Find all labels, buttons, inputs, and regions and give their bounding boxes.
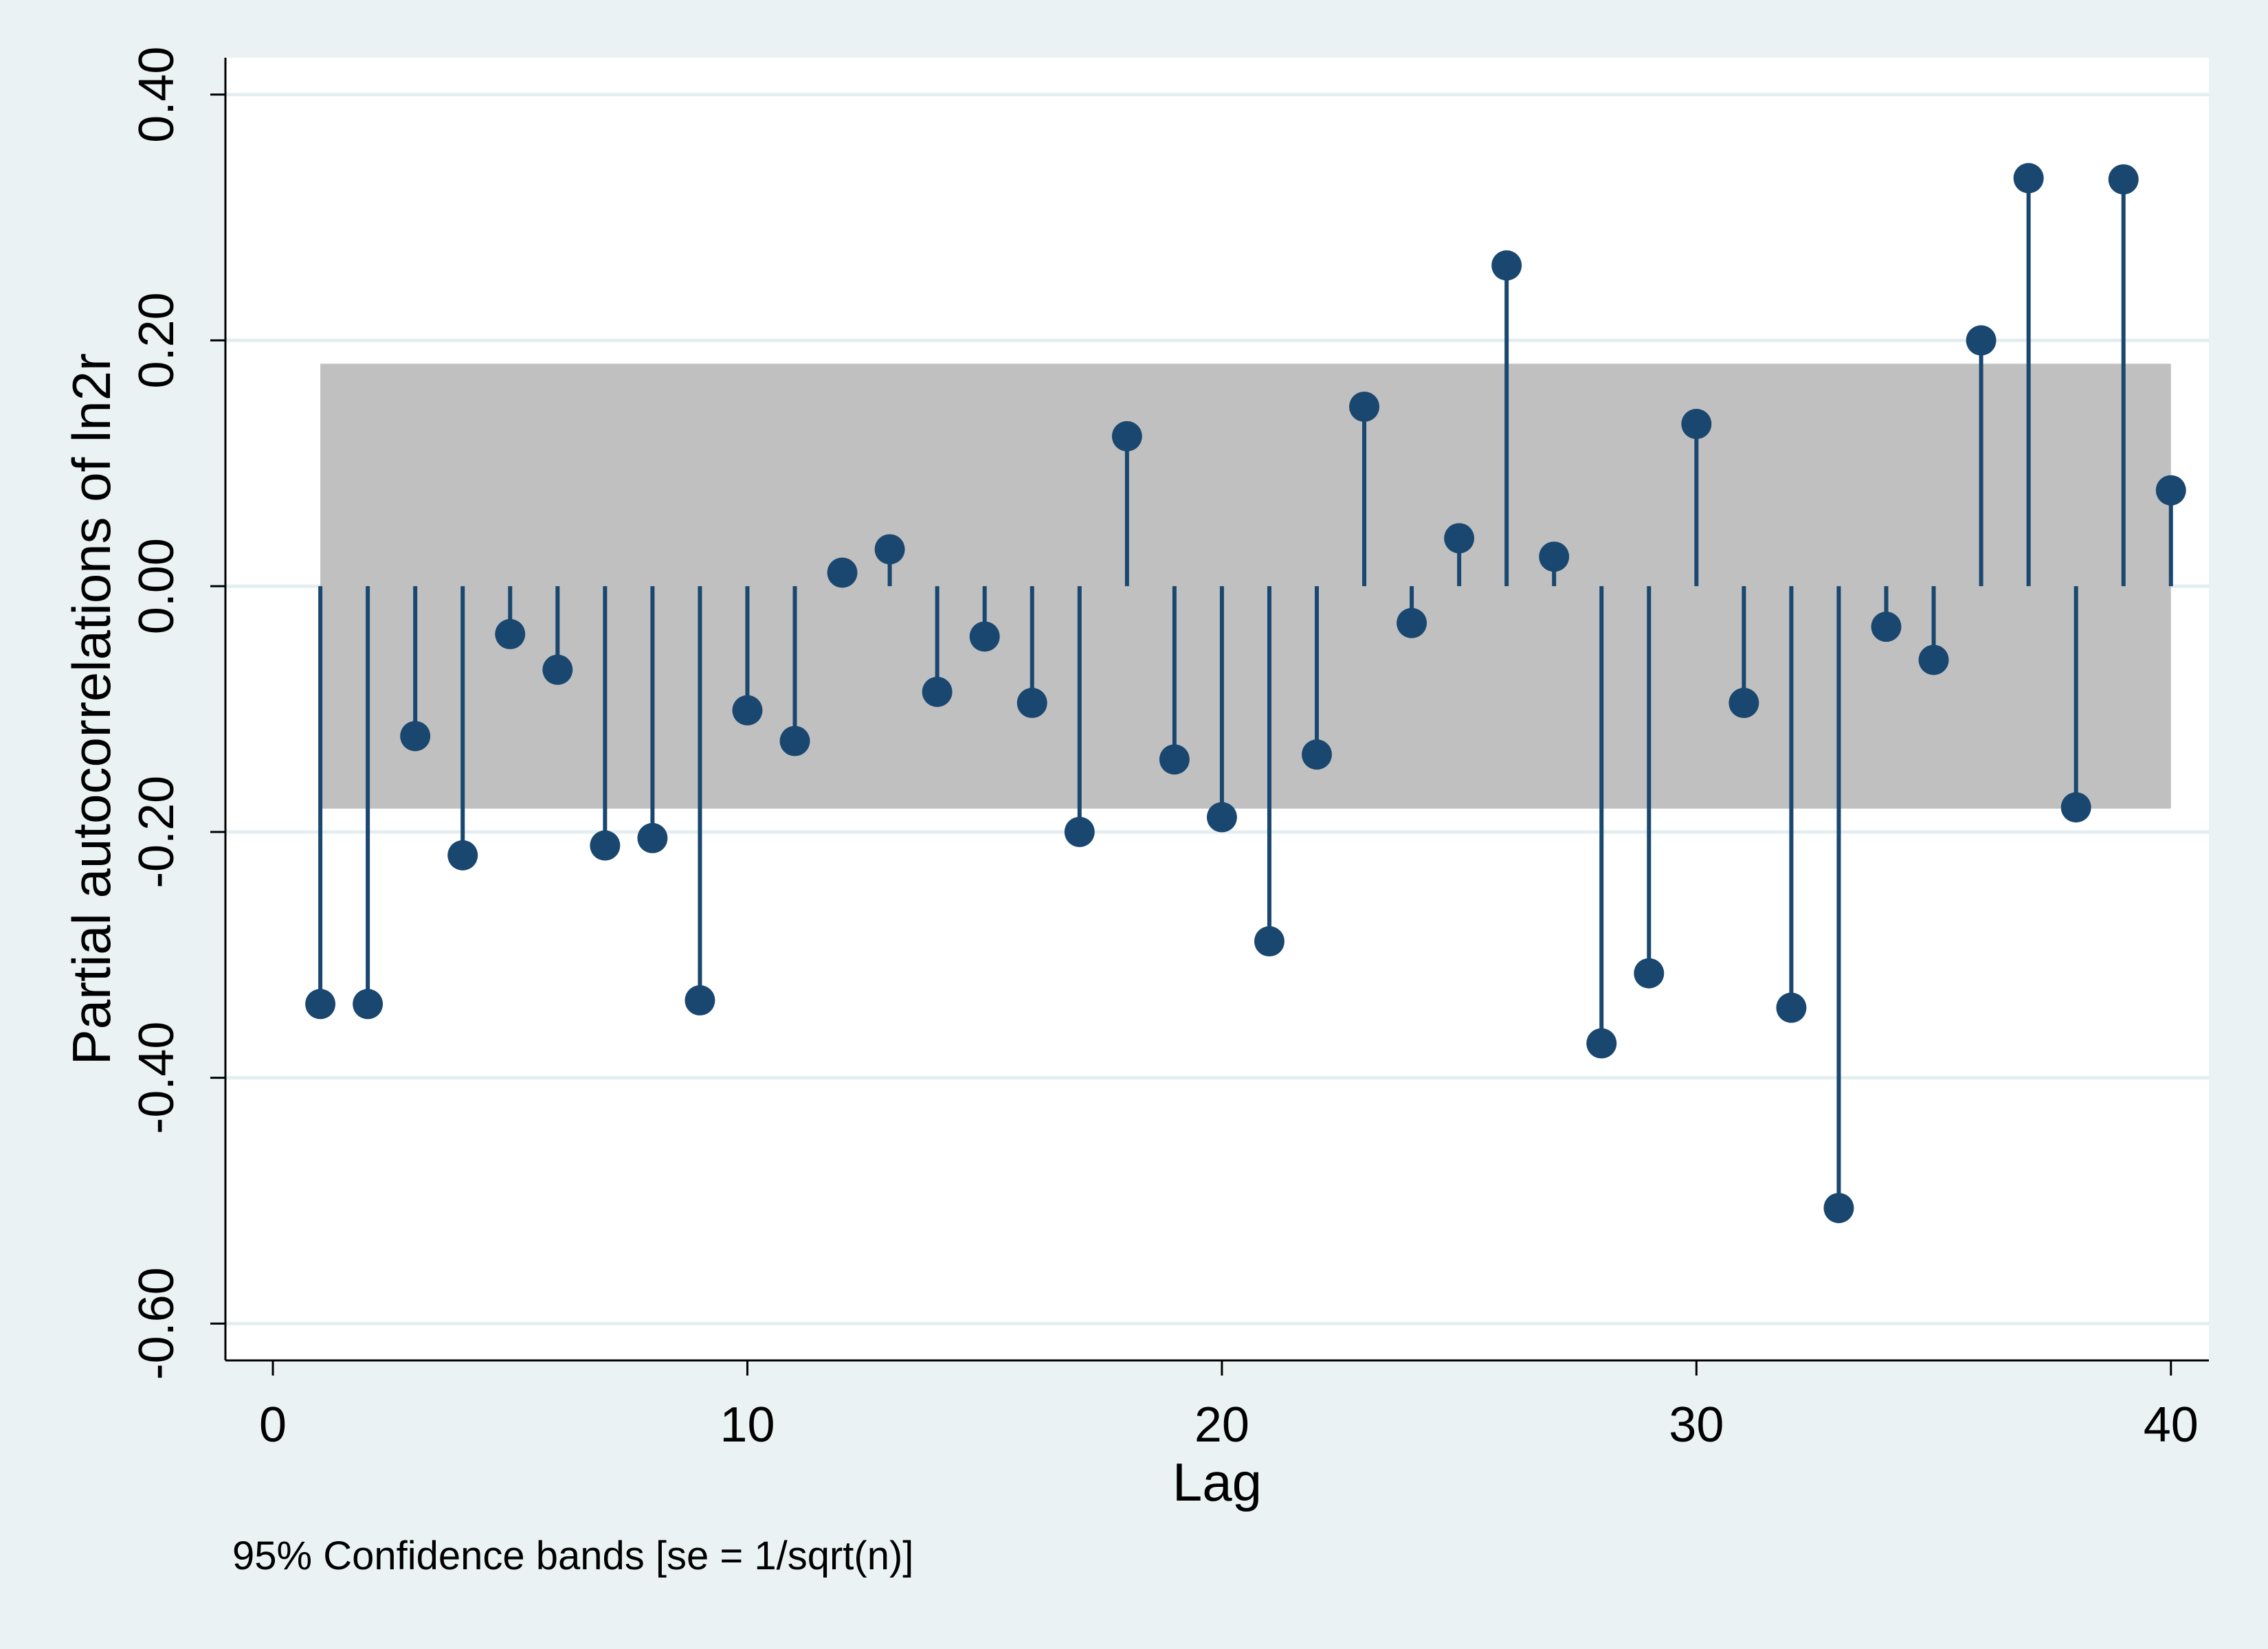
x-ticks: 0 10 20 30 40 — [259, 1360, 2199, 1452]
y-tick-label-4: 0.20 — [129, 292, 184, 388]
y-tick-label-3: 0.00 — [129, 538, 184, 634]
point-lag-39 — [2108, 164, 2139, 195]
y-tick-label-2: -0.20 — [129, 776, 184, 888]
point-lag-25 — [1444, 523, 1475, 554]
point-lag-40 — [2155, 475, 2186, 506]
point-lag-35 — [1918, 644, 1949, 675]
point-lag-2 — [353, 989, 383, 1020]
point-lag-1 — [305, 989, 336, 1020]
x-tick-label-4: 40 — [2144, 1398, 2199, 1452]
point-lag-15 — [969, 621, 1000, 652]
y-axis-title: Partial autocorrelations of ln2r — [61, 353, 122, 1065]
point-lag-30 — [1681, 409, 1712, 440]
point-lag-10 — [732, 695, 763, 726]
point-lag-22 — [1301, 739, 1332, 770]
point-lag-33 — [1823, 1193, 1854, 1224]
point-lag-38 — [2060, 792, 2091, 823]
stems — [318, 178, 2173, 1209]
point-lag-23 — [1349, 391, 1380, 422]
point-lag-4 — [447, 840, 478, 871]
x-tick-label-0: 0 — [259, 1398, 287, 1452]
point-lag-27 — [1539, 541, 1570, 572]
point-lag-17 — [1064, 816, 1095, 847]
point-lag-12 — [827, 557, 858, 588]
x-tick-label-3: 30 — [1669, 1398, 1724, 1452]
point-lag-36 — [1966, 325, 1997, 356]
point-lag-19 — [1159, 744, 1190, 775]
x-tick-label-1: 10 — [720, 1398, 775, 1452]
x-axis-title: Lag — [1172, 1452, 1262, 1512]
point-lag-6 — [542, 654, 573, 685]
point-lag-24 — [1397, 607, 1427, 638]
point-lag-18 — [1111, 420, 1142, 451]
y-tick-label-5: 0.40 — [129, 47, 184, 143]
point-lag-9 — [685, 985, 715, 1016]
y-tick-label-0: -0.60 — [129, 1267, 184, 1380]
point-lag-8 — [637, 822, 668, 853]
point-lag-21 — [1254, 926, 1285, 957]
point-lag-3 — [400, 721, 431, 752]
y-ticks: -0.60 -0.40 -0.20 0.00 0.20 0.40 — [129, 47, 225, 1380]
y-tick-label-1: -0.40 — [129, 1022, 184, 1134]
point-lag-32 — [1776, 992, 1807, 1023]
x-tick-label-2: 20 — [1194, 1398, 1249, 1452]
markers — [305, 163, 2186, 1224]
point-lag-7 — [590, 830, 621, 861]
point-lag-13 — [874, 534, 905, 565]
point-lag-20 — [1206, 802, 1237, 833]
chart-note: 95% Confidence bands [se = 1/sqrt(n)] — [232, 1534, 913, 1578]
confidence-band — [320, 363, 2171, 809]
point-lag-11 — [779, 726, 810, 756]
point-lag-5 — [495, 618, 526, 649]
point-lag-26 — [1491, 250, 1522, 281]
point-lag-28 — [1586, 1028, 1617, 1059]
point-lag-34 — [1871, 612, 1902, 642]
point-lag-29 — [1634, 958, 1665, 989]
point-lag-37 — [2013, 163, 2044, 194]
point-lag-14 — [922, 676, 953, 707]
point-lag-16 — [1016, 688, 1047, 719]
point-lag-31 — [1728, 688, 1759, 719]
